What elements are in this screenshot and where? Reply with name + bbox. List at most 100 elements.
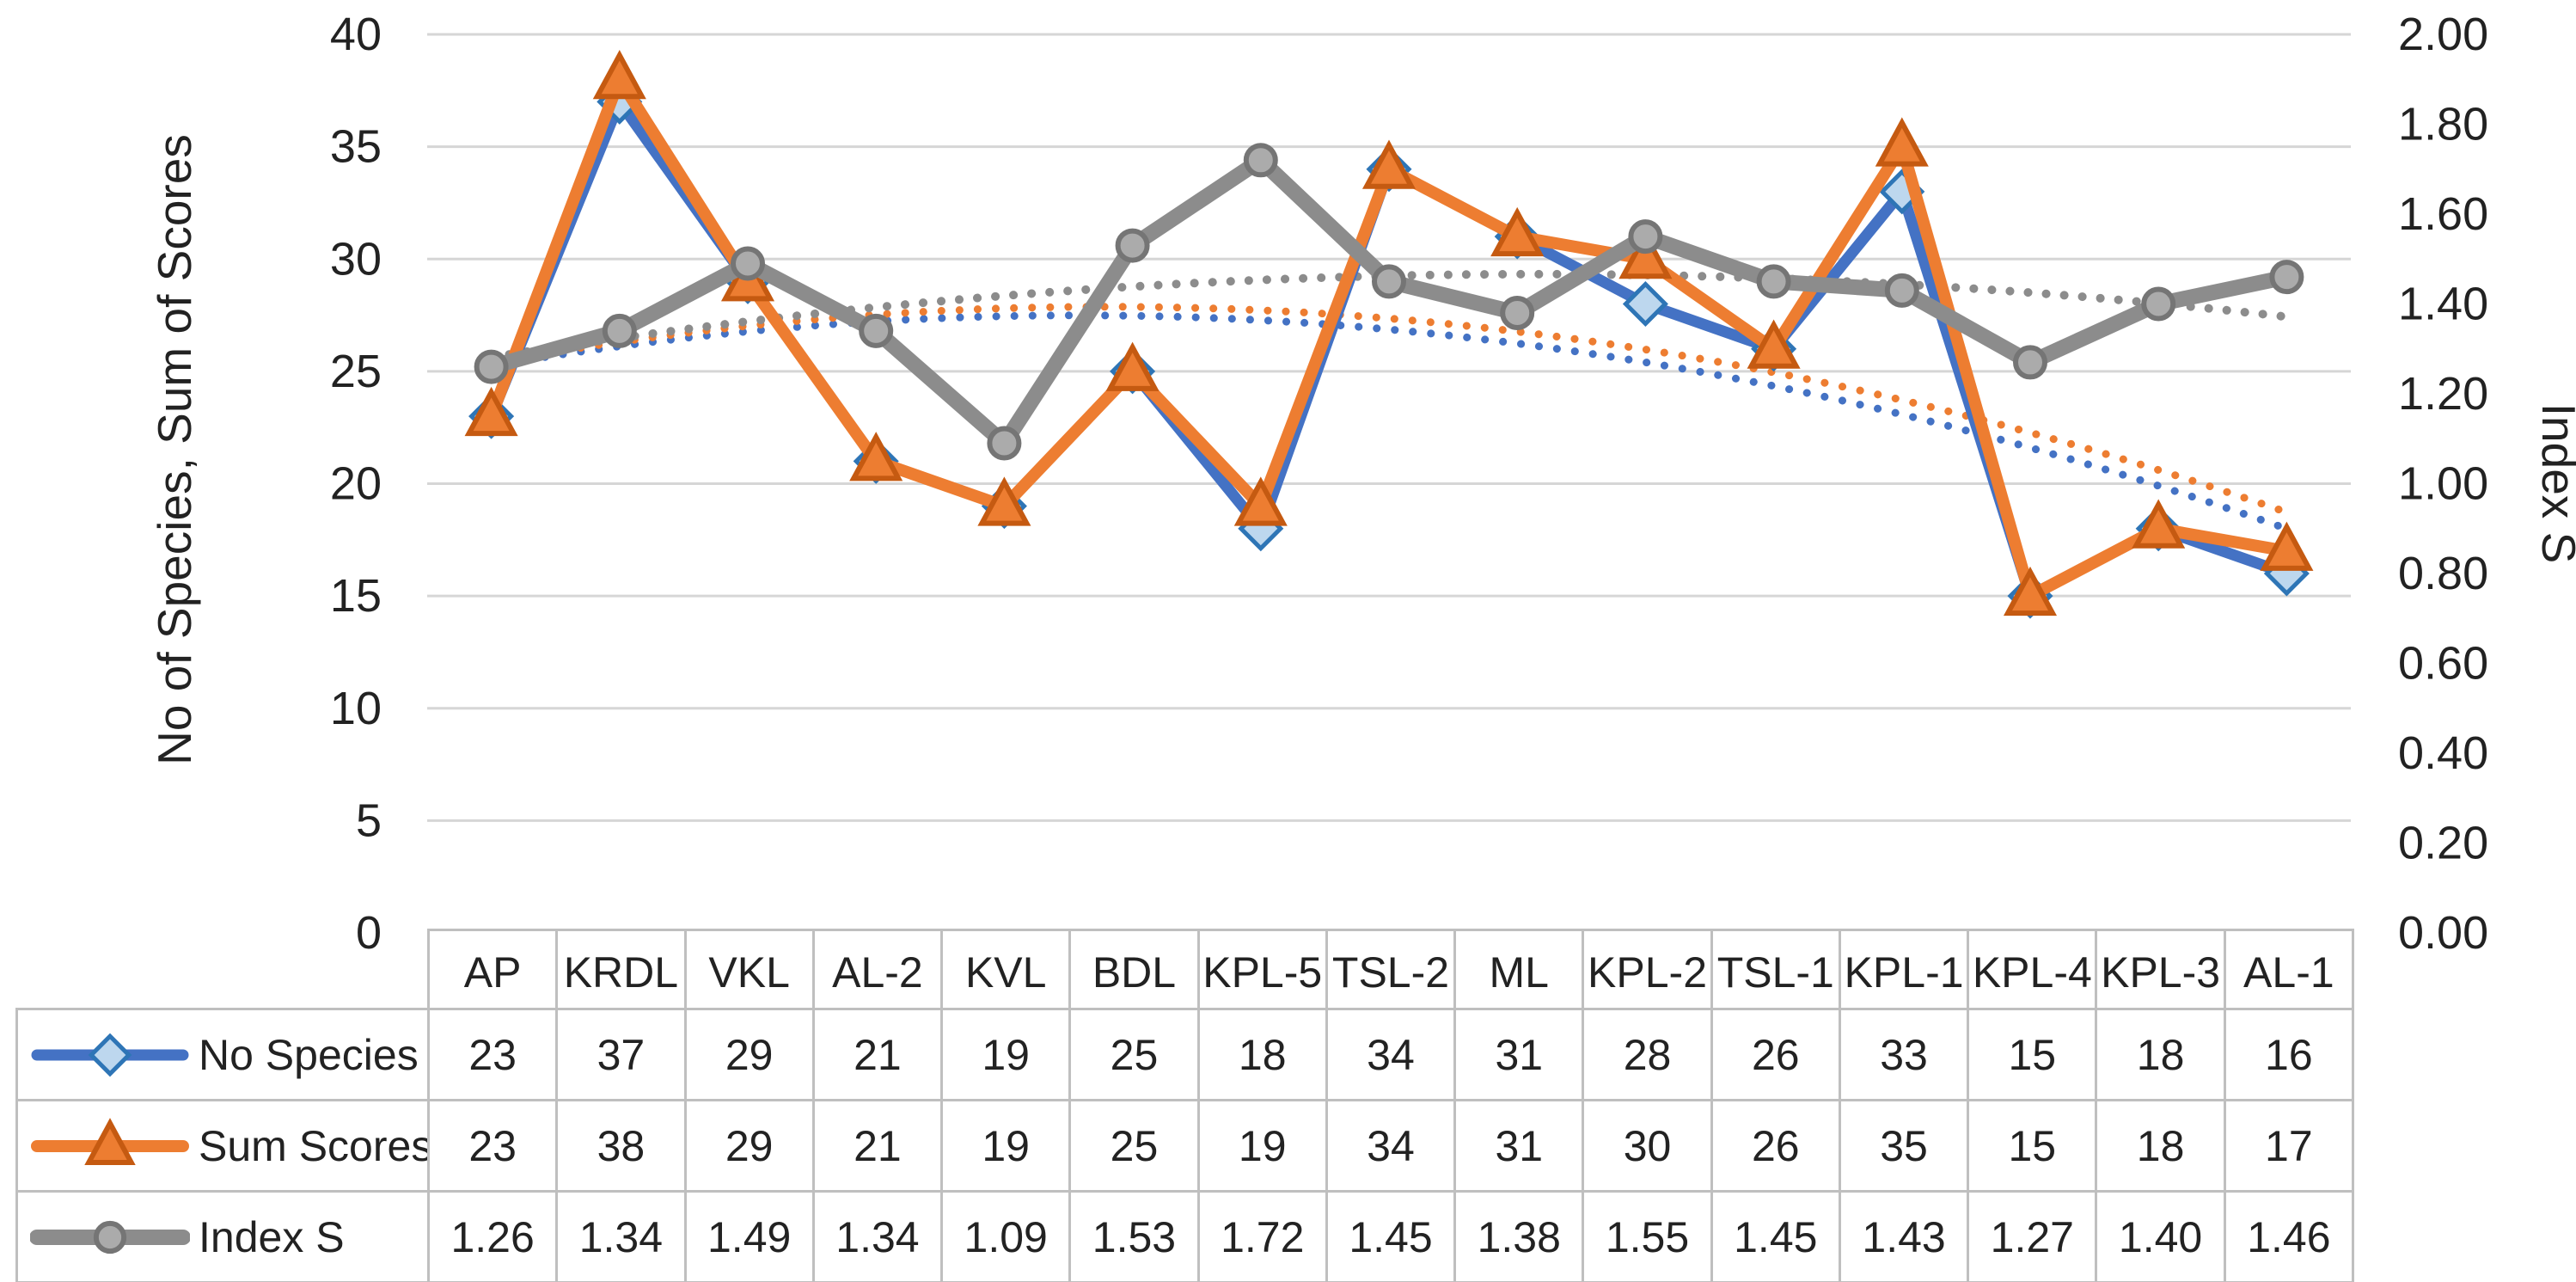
category-header-ml: ML xyxy=(1453,929,1585,1010)
left-axis-tick-label: 5 xyxy=(356,794,382,846)
category-header-kpl-3: KPL-3 xyxy=(2095,929,2226,1010)
marker-triangle xyxy=(1875,117,1929,167)
right-axis-tick-label: 0.80 xyxy=(2398,548,2488,599)
value-no-species-kpl-4: 15 xyxy=(1967,1008,2098,1101)
series-lines xyxy=(464,49,2314,619)
right-axis-tick-label: 0.40 xyxy=(2398,727,2488,779)
left-axis-tick-label: 15 xyxy=(330,570,382,622)
category-header-kpl-5: KPL-5 xyxy=(1196,929,1328,1010)
value-sum-scores-kpl-2: 30 xyxy=(1582,1099,1713,1193)
legend-entry-sum-scores: Sum Scores xyxy=(20,1107,426,1186)
right-axis-tick-label: 2.00 xyxy=(2398,9,2488,60)
table-header-row: AP KRDL VKL AL-2 KVL BDL KPL-5 TSL-2 ML KPL-2 TSL-… xyxy=(17,929,2354,1010)
value-index-s-ap: 1.26 xyxy=(426,1190,559,1282)
marker-triangle xyxy=(849,432,903,482)
category-header-tsl-1: TSL-1 xyxy=(1710,929,1841,1010)
value-index-s-al-1: 1.46 xyxy=(2223,1190,2354,1282)
value-no-species-kpl-5: 18 xyxy=(1196,1008,1328,1101)
axis-tick-labels: 0 5 10 15 20 25 30 35 40 0.00 0.20 0.40 0.60 0.80 1.00… xyxy=(330,9,2488,959)
marker-diamond xyxy=(88,1033,132,1077)
category-header-kpl-4: KPL-4 xyxy=(1967,929,2098,1010)
marker-circle xyxy=(1884,273,1919,308)
value-sum-scores-kpl-3: 18 xyxy=(2095,1099,2226,1193)
marker-triangle xyxy=(1361,139,1416,189)
right-axis-tick-label: 1.40 xyxy=(2398,279,2488,330)
value-index-s-tsl-2: 1.45 xyxy=(1325,1190,1457,1282)
marker-triangle xyxy=(1747,319,1801,369)
table-row-no-species: No Species 23 37 29 21 19 25 18 34 31 28 26 33 15 18 16 xyxy=(15,1008,2354,1101)
legend-cell-index-s: Index S xyxy=(15,1190,430,1282)
right-axis-title: Index S xyxy=(2532,403,2576,564)
value-index-s-al-2: 1.34 xyxy=(811,1190,944,1282)
category-header-kpl-1: KPL-1 xyxy=(1838,929,1970,1010)
marker-triangle xyxy=(2132,499,2186,549)
chart-data-table: AP KRDL VKL AL-2 KVL BDL KPL-5 TSL-2 ML KPL-2 TSL-… xyxy=(15,929,2354,1282)
marker-circle xyxy=(987,426,1022,461)
value-no-species-kpl-3: 18 xyxy=(2095,1008,2226,1101)
value-index-s-bdl: 1.53 xyxy=(1068,1190,1200,1282)
marker-circle xyxy=(1372,264,1406,299)
value-index-s-ml: 1.38 xyxy=(1453,1190,1585,1282)
right-axis-tick-label: 1.60 xyxy=(2398,188,2488,240)
right-axis-tick-label: 0.60 xyxy=(2398,638,2488,690)
legend-cell-no-species: No Species xyxy=(15,1008,430,1101)
marker-circle xyxy=(1243,143,1278,178)
value-no-species-kvl: 19 xyxy=(940,1008,1072,1101)
category-header-tsl-2: TSL-2 xyxy=(1325,929,1457,1010)
value-sum-scores-kvl: 19 xyxy=(940,1099,1072,1193)
legend-key-index-s-icon xyxy=(30,1220,190,1254)
marker-circle xyxy=(1756,264,1791,299)
marker-circle xyxy=(602,313,637,348)
marker-circle xyxy=(2013,345,2047,380)
category-header-ap: AP xyxy=(426,929,559,1010)
marker-triangle xyxy=(977,476,1031,526)
marker-circle xyxy=(859,313,894,348)
value-sum-scores-tsl-1: 26 xyxy=(1710,1099,1841,1193)
legend-label-no-species: No Species xyxy=(199,1030,419,1079)
value-index-s-krdl: 1.34 xyxy=(555,1190,687,1282)
trendline-sum-scores xyxy=(487,303,2291,517)
category-header-al-2: AL-2 xyxy=(811,929,944,1010)
value-index-s-vkl: 1.49 xyxy=(683,1190,815,1282)
marker-circle xyxy=(731,246,765,281)
marker-circle xyxy=(1115,228,1150,263)
left-axis-tick-label: 20 xyxy=(330,458,382,510)
marker-diamond xyxy=(1622,280,1668,328)
value-index-s-kvl: 1.09 xyxy=(940,1190,1072,1282)
table-corner-cell xyxy=(17,930,429,1009)
marker-triangle xyxy=(2260,521,2314,571)
left-axis-tick-label: 0 xyxy=(356,907,382,959)
value-index-s-kpl-3: 1.40 xyxy=(2095,1190,2226,1282)
right-axis-tick-label: 0.00 xyxy=(2398,907,2488,959)
value-no-species-ml: 31 xyxy=(1453,1008,1585,1101)
left-axis-tick-label: 35 xyxy=(330,121,382,173)
value-no-species-ap: 23 xyxy=(426,1008,559,1101)
marker-triangle xyxy=(1233,476,1288,526)
legend-key-sum-scores-icon xyxy=(31,1117,189,1165)
left-axis-tick-label: 25 xyxy=(330,346,382,397)
right-axis-tick-label: 1.00 xyxy=(2398,458,2488,510)
marker-triangle xyxy=(2003,566,2058,616)
value-sum-scores-kpl-4: 15 xyxy=(1967,1099,2098,1193)
value-sum-scores-ap: 23 xyxy=(426,1099,559,1193)
series-sum-scores xyxy=(464,49,2314,616)
category-header-al-1: AL-1 xyxy=(2223,929,2354,1010)
legend-cell-sum-scores: Sum Scores xyxy=(15,1099,430,1193)
marker-triangle xyxy=(464,386,518,437)
right-axis-tick-label: 1.80 xyxy=(2398,99,2488,150)
left-axis-tick-label: 40 xyxy=(330,9,382,60)
marker-circle xyxy=(1500,295,1535,330)
right-axis-tick-label: 0.20 xyxy=(2398,818,2488,869)
legend-label-index-s: Index S xyxy=(199,1212,345,1261)
marker-circle xyxy=(474,349,509,384)
value-sum-scores-kpl-1: 35 xyxy=(1838,1099,1970,1193)
marker-circle xyxy=(2269,260,2304,295)
value-sum-scores-tsl-2: 34 xyxy=(1325,1099,1457,1193)
marker-circle xyxy=(2141,286,2176,322)
left-axis-tick-label: 10 xyxy=(330,683,382,734)
category-header-vkl: VKL xyxy=(683,929,815,1010)
value-no-species-bdl: 25 xyxy=(1068,1008,1200,1101)
marker-triangle xyxy=(84,1117,136,1165)
